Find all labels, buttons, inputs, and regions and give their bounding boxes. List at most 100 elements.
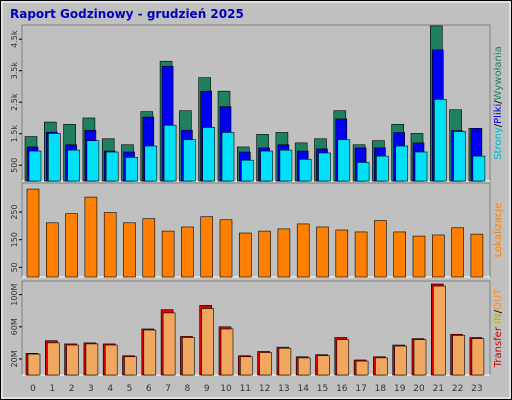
x-tick-label: 4 — [107, 384, 113, 394]
bar — [162, 312, 176, 376]
panel — [21, 182, 491, 278]
bar — [335, 229, 349, 278]
bar — [452, 335, 465, 376]
legend-entry: IN — [493, 313, 504, 323]
x-tick-label: 18 — [375, 384, 387, 394]
bar — [144, 145, 158, 182]
bar — [84, 196, 98, 278]
bar — [279, 149, 293, 182]
bar — [433, 99, 447, 182]
x-tick-label: 22 — [452, 384, 463, 394]
bar — [296, 223, 310, 278]
bar — [414, 151, 428, 182]
bar — [26, 188, 40, 278]
bar — [47, 133, 61, 182]
y-tick-label: 2.5k — [10, 93, 19, 111]
x-tick-label: 5 — [127, 384, 133, 394]
bar — [355, 360, 369, 376]
bar — [28, 150, 42, 182]
bar — [393, 231, 407, 278]
bar — [395, 145, 409, 182]
bar — [297, 357, 311, 376]
bar — [375, 357, 388, 376]
legend-separator: / — [493, 100, 504, 104]
x-tick-label: 10 — [220, 384, 232, 394]
y-tick-label: 1.5k — [10, 125, 19, 143]
y-tick-label: 100M — [10, 283, 19, 305]
bar — [65, 213, 78, 278]
legend-entry: OUT — [493, 288, 504, 310]
legend: Transfer IN/OUT — [493, 288, 504, 368]
bar — [259, 352, 272, 376]
x-tick-label: 20 — [413, 384, 425, 394]
bar — [278, 347, 292, 376]
bar — [104, 344, 118, 376]
bar — [412, 235, 426, 278]
bar — [45, 222, 59, 278]
x-tick-label: 9 — [204, 384, 210, 394]
bar — [200, 216, 213, 278]
bar — [181, 226, 194, 278]
bar — [298, 158, 312, 182]
bar — [161, 230, 175, 278]
chart-title: Raport Godzinowy - grudzień 2025 — [10, 7, 244, 21]
y-tick-label: 500 — [10, 158, 19, 173]
bar — [142, 218, 156, 278]
x-tick-label: 13 — [278, 384, 289, 394]
x-tick-label: 19 — [394, 384, 406, 394]
bar — [201, 308, 214, 376]
bar — [354, 231, 368, 278]
bar — [219, 219, 233, 278]
x-tick-label: 6 — [146, 384, 152, 394]
x-tick-label: 2 — [69, 384, 75, 394]
bar — [413, 339, 427, 376]
bar — [394, 345, 408, 376]
bar — [46, 342, 60, 376]
bar — [451, 227, 464, 278]
bar — [143, 329, 157, 376]
bar — [240, 356, 253, 376]
y-tick-label: 60M — [10, 318, 19, 335]
x-tick-label: 17 — [355, 384, 366, 394]
x-tick-label: 12 — [259, 384, 270, 394]
bar — [471, 338, 485, 376]
bar — [85, 343, 99, 376]
bar — [220, 328, 234, 376]
bar — [277, 228, 291, 278]
y-tick-label: 3.5k — [10, 62, 19, 80]
legend-entry: Lokalizacje — [493, 203, 504, 258]
y-tick-label: 150 — [10, 232, 19, 247]
y-tick-label: 20M — [10, 350, 19, 367]
y-tick-label: 4.5k — [10, 30, 19, 48]
bar — [376, 155, 389, 182]
legend-entry: Wywołania — [493, 46, 504, 100]
legend: Strony/Pliki/Wywołania — [493, 46, 504, 160]
bar — [316, 226, 329, 278]
bar — [202, 127, 215, 182]
x-tick-label: 3 — [88, 384, 94, 394]
x-tick-label: 0 — [30, 384, 36, 394]
x-tick-label: 7 — [165, 384, 171, 394]
x-tick-label: 16 — [336, 384, 348, 394]
bar — [472, 155, 486, 182]
x-tick-label: 21 — [433, 384, 444, 394]
bar — [124, 356, 137, 376]
y-tick-label: 250 — [10, 204, 19, 219]
bar — [221, 132, 235, 182]
bar — [318, 152, 331, 182]
bar — [27, 353, 41, 376]
bar — [317, 355, 330, 376]
y-tick-label: 50 — [10, 262, 19, 272]
legend-entry: Pliki — [493, 104, 504, 124]
bar — [182, 337, 195, 376]
bar — [66, 344, 79, 376]
x-tick-label: 14 — [297, 384, 309, 394]
bar — [125, 157, 138, 182]
bar — [453, 131, 466, 182]
bar — [470, 233, 484, 278]
bar — [258, 230, 271, 278]
legend-separator: / — [493, 123, 504, 127]
bar — [239, 232, 252, 278]
